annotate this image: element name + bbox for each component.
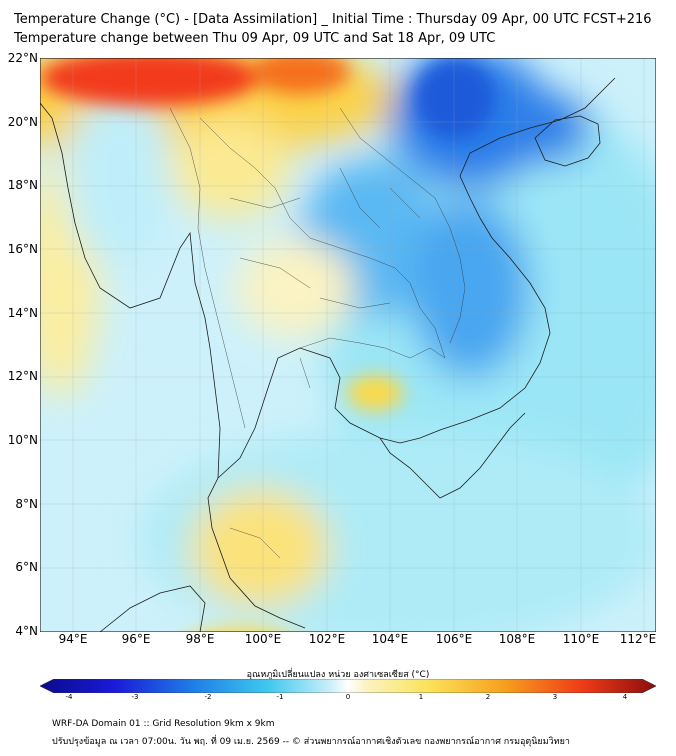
lat-label: 22°N	[7, 51, 38, 65]
warm-central-thai	[235, 238, 355, 338]
colorbar-tick: 3	[552, 693, 558, 701]
lat-label: 12°N	[7, 369, 38, 383]
colorbar-tick: -1	[276, 693, 284, 701]
lat-label: 4°N	[15, 624, 38, 638]
border-thai-myanmar	[169, 107, 246, 429]
coastline-gulf	[217, 77, 616, 479]
footer-update-credit: ปรับปรุงข้อมูล ณ เวลา 07:00น. วัน พฤ. ที…	[52, 737, 570, 747]
lat-label: 16°N	[7, 242, 38, 256]
lat-label: 18°N	[7, 178, 38, 192]
lon-label: 102°E	[308, 632, 346, 646]
footer-model-info: WRF-DA Domain 01 :: Grid Resolution 9km …	[52, 719, 275, 729]
border-thai-laos	[199, 117, 446, 359]
warm-malay	[190, 488, 330, 608]
cool-bay-west	[65, 88, 175, 268]
border-thai-cambodia	[299, 337, 446, 359]
lon-label: 110°E	[562, 632, 600, 646]
coastline-hainan	[534, 115, 601, 167]
lon-label: 108°E	[498, 632, 536, 646]
borders	[169, 107, 466, 559]
lon-label: 94°E	[58, 632, 88, 646]
coastline-cambodia	[379, 412, 526, 499]
lon-label: 100°E	[244, 632, 282, 646]
hot-core-north	[40, 58, 260, 106]
cold-core-vietnam	[410, 198, 530, 378]
border-laos-vietnam	[339, 107, 466, 344]
colorbar-tick: 2	[485, 693, 491, 701]
coastlines	[40, 77, 616, 632]
border-provinces	[229, 167, 421, 559]
colorbar-tick: 1	[418, 693, 424, 701]
lon-label: 104°E	[371, 632, 409, 646]
colorbar-tick: 4	[622, 693, 628, 701]
colorbar-tick: -4	[65, 693, 73, 701]
lon-label: 98°E	[185, 632, 215, 646]
lat-label: 8°N	[15, 497, 38, 511]
colorbar-title: อุณหภูมิเปลี่ยนแปลง หน่วย องศาเซลเซียส (…	[246, 670, 430, 680]
map-subtitle: Temperature change between Thu 09 Apr, 0…	[14, 31, 496, 46]
lon-label: 112°E	[619, 632, 657, 646]
colorbar-tick: 0	[345, 693, 351, 701]
colorbar-tick: -3	[131, 693, 139, 701]
lat-label: 14°N	[7, 306, 38, 320]
lat-label: 20°N	[7, 115, 38, 129]
warm-spot-gulf	[347, 375, 403, 411]
warm-north-thai	[170, 118, 290, 218]
cold-core-hainan	[510, 93, 590, 163]
lat-label: 10°N	[7, 433, 38, 447]
lat-label: 6°N	[15, 560, 38, 574]
colorbar	[40, 679, 656, 693]
temperature-map	[40, 58, 656, 632]
lon-label: 106°E	[435, 632, 473, 646]
lon-label: 96°E	[121, 632, 151, 646]
colorbar-tick: -2	[204, 693, 212, 701]
warm-spot-sumatra	[205, 628, 275, 632]
coastline-sumatra	[99, 585, 206, 632]
grid-lines	[40, 58, 656, 632]
hot-core-north-2	[250, 58, 350, 94]
cold-core-north-deep	[415, 58, 495, 138]
coastline-mainland-west	[40, 102, 306, 629]
map-title: Temperature Change (°C) - [Data Assimila…	[14, 12, 652, 27]
